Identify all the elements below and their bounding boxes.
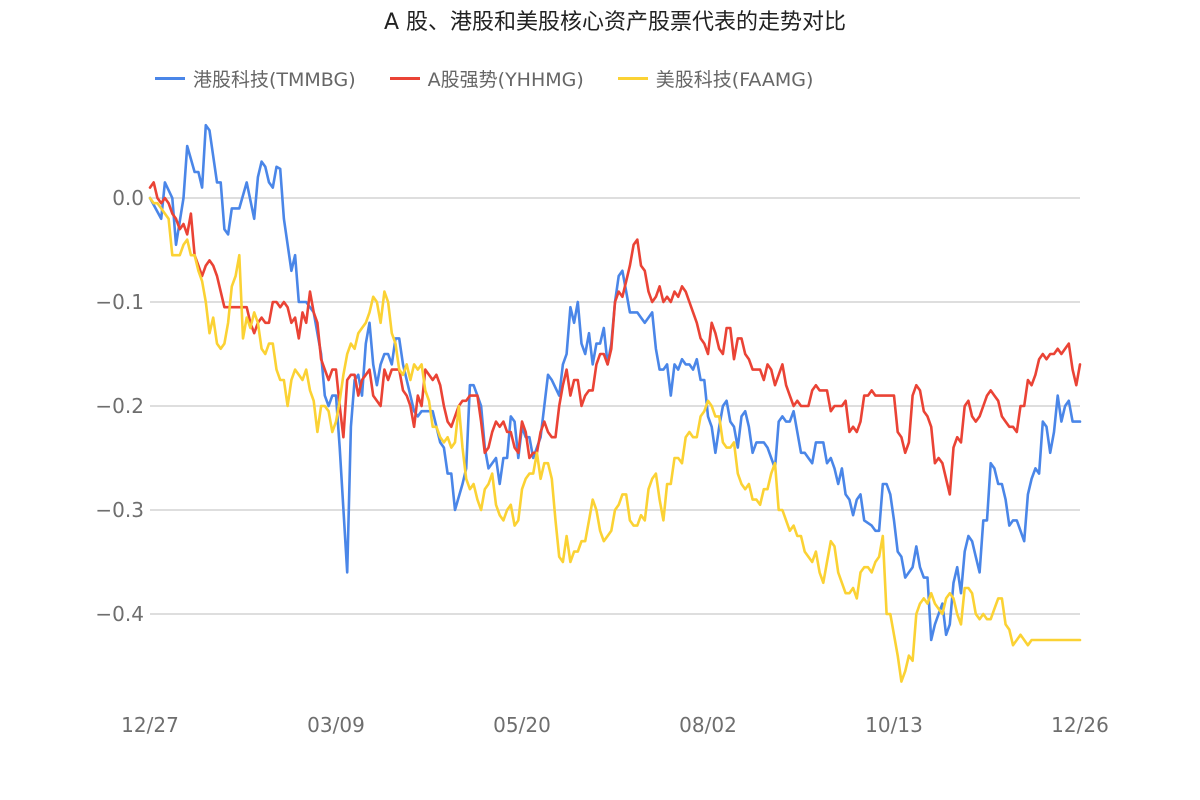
legend-item-faamg[interactable]: 美股科技(FAAMG) xyxy=(617,65,814,92)
legend-swatch-faamg xyxy=(617,76,648,80)
y-tick-label-0: 0.0 xyxy=(112,186,144,210)
y-tick-label-2: −0.2 xyxy=(95,394,144,418)
series-layer xyxy=(148,123,1082,683)
series-line-yhhmg xyxy=(148,181,1082,496)
series-line-tmmbg xyxy=(148,123,1082,642)
x-tick-label-1: 03/09 xyxy=(307,713,365,737)
x-tick-label-0: 12/27 xyxy=(121,713,179,737)
legend-swatch-tmmbg xyxy=(155,76,185,80)
y-axis-ticks: 0.0 −0.1 −0.2 −0.3 −0.4 xyxy=(95,186,144,626)
x-tick-label-2: 05/20 xyxy=(493,713,551,737)
y-tick-label-4: −0.4 xyxy=(95,602,144,626)
legend-label-yhhmg: A股强势(YHHMG) xyxy=(427,68,584,91)
legend-label-tmmbg: 港股科技(TMMBG) xyxy=(193,68,356,91)
y-tick-label-1: −0.1 xyxy=(95,290,144,314)
series-line-faamg xyxy=(148,196,1082,683)
y-tick-label-3: −0.3 xyxy=(95,498,144,522)
legend-item-tmmbg[interactable]: 港股科技(TMMBG) xyxy=(155,65,356,92)
chart-legend: 港股科技(TMMBG) A股强势(YHHMG) 美股科技(FAAMG) xyxy=(155,64,847,92)
x-tick-label-3: 08/02 xyxy=(679,713,737,737)
legend-item-yhhmg[interactable]: A股强势(YHHMG) xyxy=(389,65,584,92)
chart-title: A 股、港股和美股核心资产股票代表的走势对比 xyxy=(383,10,847,35)
x-tick-label-4: 10/13 xyxy=(865,713,923,737)
x-tick-label-5: 12/26 xyxy=(1051,713,1109,737)
legend-swatch-yhhmg xyxy=(389,76,420,80)
legend-label-faamg: 美股科技(FAAMG) xyxy=(655,68,814,91)
x-axis-ticks: 12/27 03/09 05/20 08/02 10/13 12/26 xyxy=(121,713,1109,737)
